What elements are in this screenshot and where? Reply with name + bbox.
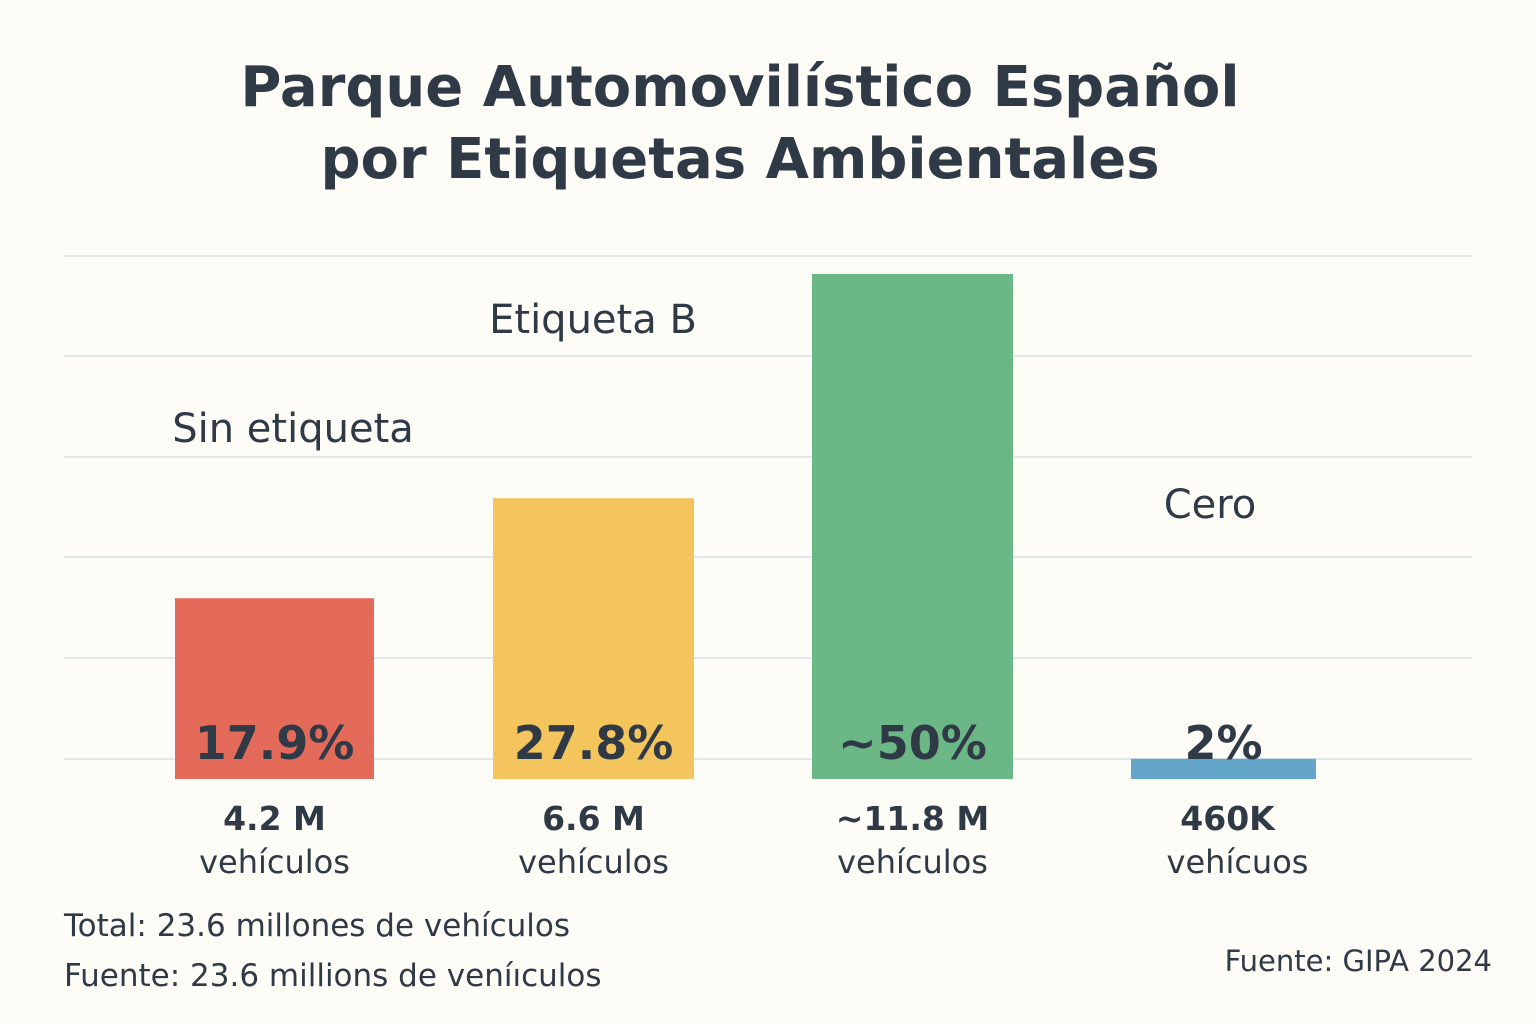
unit-label: vehículos xyxy=(837,843,988,881)
bar xyxy=(812,274,1013,779)
bar-value-label: 2% xyxy=(1184,716,1262,770)
unit-label: vehículos xyxy=(199,843,350,881)
bar xyxy=(1131,758,1316,779)
footer-total: Total: 23.6 millones de vehículos xyxy=(64,908,571,944)
unit-label: vehícuos xyxy=(1167,843,1309,881)
count-label: 4.2 M xyxy=(223,799,326,838)
bar-value-label: 17.9% xyxy=(195,716,355,770)
count-label: 6.6 M xyxy=(542,799,645,838)
footer-source: Fuente: GIPA 2024 xyxy=(1224,944,1492,978)
unit-label: vehículos xyxy=(518,843,669,881)
category-label: Cero xyxy=(1164,482,1257,528)
count-label: ~11.8 M xyxy=(836,799,989,838)
category-label: Sin etiqueta xyxy=(172,406,414,452)
chart-title-line-2: por Etiquetas Ambientales xyxy=(320,127,1160,192)
footer-note: Fuente: 23.6 millions de veníıculos xyxy=(64,958,602,994)
category-label: Etiqueta B xyxy=(489,297,697,343)
chart-title-line-1: Parque Automovilístico Español xyxy=(240,55,1240,120)
chart-title: Parque Automovilístico Español por Etiqu… xyxy=(0,52,1480,196)
bar-value-label: ~50% xyxy=(838,716,987,770)
bar-value-label: 27.8% xyxy=(514,716,674,770)
count-label: 460K xyxy=(1180,799,1276,838)
bar xyxy=(493,498,694,779)
bar xyxy=(175,598,374,779)
